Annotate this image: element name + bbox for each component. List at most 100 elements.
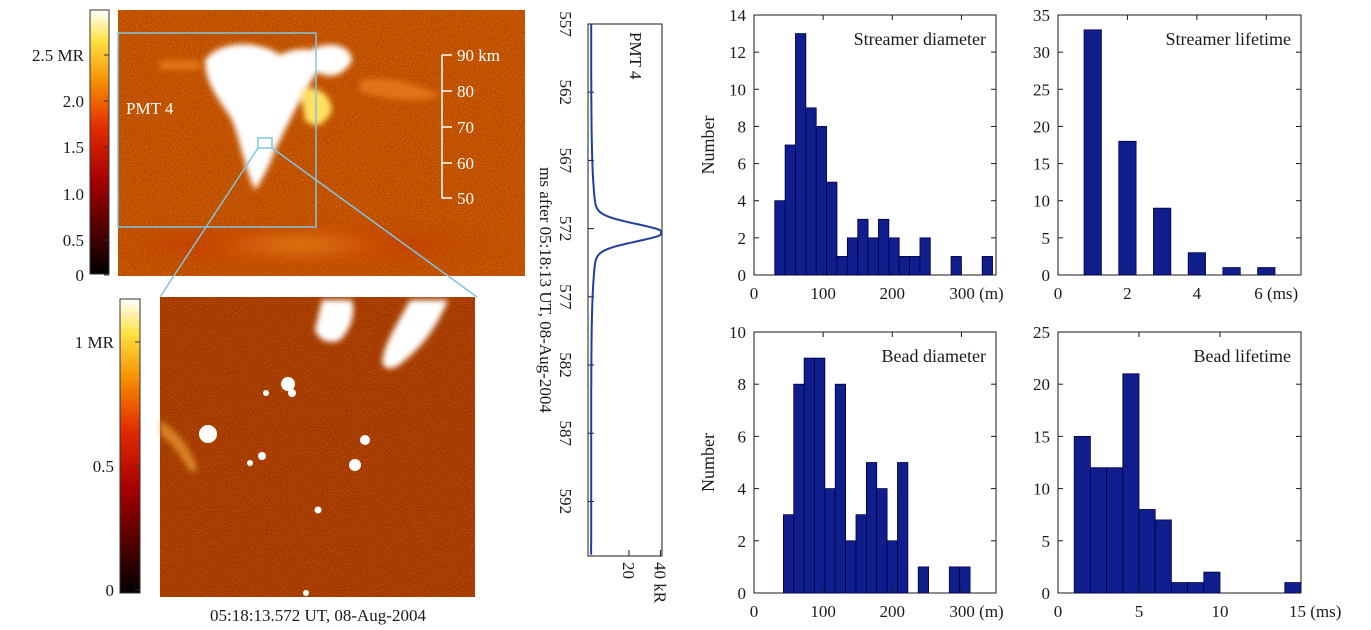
histogram-title: Bead diameter bbox=[882, 346, 986, 366]
histogram-bar bbox=[865, 462, 878, 594]
x-tick-label: 0 bbox=[750, 602, 759, 621]
pmt-time-tick-label: 562 bbox=[556, 79, 575, 105]
x-tick-label: 6 (ms) bbox=[1254, 284, 1298, 303]
altitude-tick-label: 50 bbox=[457, 189, 474, 208]
y-tick-label: 10 bbox=[729, 323, 746, 342]
x-tick-label: 0 bbox=[750, 284, 759, 303]
top-colorbar-tick-label: 2.5 MR bbox=[32, 46, 85, 65]
histogram-bar bbox=[805, 107, 817, 276]
histogram-bar bbox=[898, 256, 910, 276]
y-tick-label: 6 bbox=[738, 155, 747, 174]
y-tick-label: 25 bbox=[1033, 80, 1050, 99]
y-tick-label: 0 bbox=[1042, 584, 1051, 603]
y-tick-label: 5 bbox=[1042, 229, 1051, 248]
histogram-bar bbox=[784, 144, 796, 276]
y-tick-label: 20 bbox=[1033, 375, 1050, 394]
zoom-region-box bbox=[257, 137, 273, 149]
histogram-bar bbox=[1118, 140, 1137, 276]
top-colorbar-gradient bbox=[89, 9, 110, 275]
altitude-scale: 90 km 80 70 60 50 bbox=[441, 46, 500, 208]
pmt4-box-label: PMT 4 bbox=[126, 99, 174, 118]
histogram-bar bbox=[909, 256, 921, 276]
y-axis-label: Number bbox=[698, 433, 718, 492]
y-tick-label: 25 bbox=[1033, 323, 1050, 342]
histogram-bar bbox=[1138, 509, 1156, 594]
y-tick-label: 6 bbox=[738, 427, 747, 446]
histogram-bar bbox=[855, 514, 867, 594]
histogram-bar bbox=[876, 488, 888, 594]
y-tick-label: 30 bbox=[1033, 43, 1050, 62]
y-tick-label: 0 bbox=[1042, 266, 1051, 285]
pmt-time-tick-label: 582 bbox=[556, 352, 575, 378]
histogram-bar bbox=[897, 462, 909, 594]
pmt4-field-box bbox=[117, 32, 317, 228]
y-tick-label: 20 bbox=[1033, 117, 1050, 136]
histogram-bar bbox=[1083, 29, 1102, 276]
histogram-streamer-lifetime: 0 5 10 15 20 25 30 35 0 2 4 6 (ms) Streamer lifetime bbox=[1033, 6, 1302, 303]
histogram-bar bbox=[867, 237, 879, 276]
y-tick-label: 2 bbox=[738, 229, 747, 248]
histogram-bar bbox=[1122, 373, 1140, 594]
histogram-bar bbox=[959, 566, 971, 594]
x-tick-label: 0 bbox=[1054, 284, 1063, 303]
histogram-bar bbox=[1284, 582, 1302, 594]
pmt-intensity-tick-label: 20 bbox=[619, 562, 638, 579]
pmt-trace-frame bbox=[587, 23, 663, 557]
x-tick-label: 0 bbox=[1054, 602, 1063, 621]
x-tick-label: 15 (ms) bbox=[1289, 602, 1341, 621]
top-colorbar: 2.5 MR 2.0 1.5 1.0 0.5 0 bbox=[32, 9, 110, 285]
top-colorbar-tick-label: 0 bbox=[76, 266, 85, 285]
histogram-bar bbox=[834, 383, 847, 594]
histogram-bar bbox=[1222, 267, 1241, 276]
y-tick-label: 4 bbox=[738, 480, 747, 499]
bead-spots bbox=[199, 377, 370, 596]
y-tick-label: 15 bbox=[1033, 427, 1050, 446]
y-tick-label: 5 bbox=[1042, 532, 1051, 551]
bottom-colorbar-gradient bbox=[119, 298, 141, 594]
x-tick-label: 300 (m) bbox=[949, 284, 1003, 303]
zoom-connector-left bbox=[159, 147, 259, 298]
histogram-bar bbox=[857, 218, 869, 276]
y-tick-label: 8 bbox=[738, 375, 747, 394]
histogram-bar bbox=[815, 126, 828, 276]
x-tick-label: 100 bbox=[810, 284, 836, 303]
x-tick-label: 4 bbox=[1193, 284, 1202, 303]
histogram-bar bbox=[782, 514, 795, 594]
x-tick-label: 100 bbox=[810, 602, 836, 621]
histogram-bar bbox=[1154, 519, 1172, 594]
bottom-colorbar-tick-label: 0.5 bbox=[93, 457, 114, 476]
x-tick-label: 300 (m) bbox=[949, 602, 1003, 621]
y-tick-label: 15 bbox=[1033, 155, 1050, 174]
x-tick-label: 2 bbox=[1123, 284, 1132, 303]
histogram-bar bbox=[836, 256, 848, 276]
histogram-bar bbox=[1073, 435, 1091, 594]
histogram-bar bbox=[886, 540, 898, 594]
histogram-bar bbox=[845, 540, 857, 594]
top-colorbar-tick-label: 1.5 bbox=[63, 138, 84, 157]
histogram-bar bbox=[1187, 582, 1205, 594]
y-tick-label: 8 bbox=[738, 117, 747, 136]
histogram-bar bbox=[793, 383, 805, 594]
y-tick-label: 12 bbox=[729, 43, 746, 62]
histogram-title: Streamer lifetime bbox=[1166, 29, 1291, 49]
y-axis-label: Number bbox=[698, 116, 718, 175]
histogram-bar bbox=[774, 200, 786, 276]
pmt-trace-panel: 557 562 567 572 577 582 587 592 20 40 kR PMT 4 m… bbox=[536, 11, 669, 604]
x-tick-label: 200 bbox=[880, 284, 906, 303]
x-tick-label: 5 bbox=[1135, 602, 1144, 621]
histogram-bar bbox=[950, 256, 962, 276]
pmt-trace-label: PMT 4 bbox=[626, 32, 645, 80]
x-tick-label: 200 bbox=[880, 602, 906, 621]
x-tick-label: 10 bbox=[1212, 602, 1229, 621]
y-tick-label: 35 bbox=[1033, 6, 1050, 25]
histogram-bar bbox=[824, 488, 836, 594]
histogram-bar bbox=[1203, 571, 1221, 594]
histogram-bar bbox=[917, 566, 929, 594]
pmt-time-axis-label: ms after 05:18:13 UT, 08-Aug-2004 bbox=[536, 167, 555, 413]
histogram-bar bbox=[919, 237, 931, 276]
histogram-bead-lifetime: 0 5 10 15 20 25 0 5 10 15 (ms) Bead lifetime bbox=[1033, 323, 1341, 621]
y-tick-label: 14 bbox=[729, 6, 747, 25]
pmt-intensity-tick-label: 40 kR bbox=[650, 562, 669, 604]
